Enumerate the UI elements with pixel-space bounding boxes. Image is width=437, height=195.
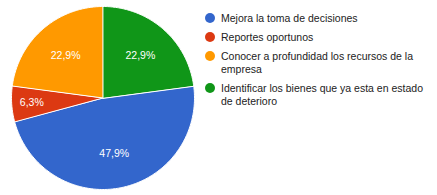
html-text:Mejora la toma de decisiones: Mejora la toma de decisiones bbox=[221, 12, 358, 24]
svg-text:47,9%: 47,9% bbox=[99, 147, 129, 159]
svg-text:22,9%: 22,9% bbox=[51, 49, 81, 61]
svg-text:6,3%: 6,3% bbox=[20, 96, 44, 108]
html-text:Identificar los bienes que ya: Identificar los bienes que ya esta en es… bbox=[221, 82, 423, 107]
html-text:Reportes oportunos: Reportes oportunos bbox=[221, 31, 314, 43]
html-text:Conocer a profundidad los recu: Conocer a profundidad los recursos de la… bbox=[221, 50, 413, 75]
svg-text:22,9%: 22,9% bbox=[125, 49, 155, 61]
